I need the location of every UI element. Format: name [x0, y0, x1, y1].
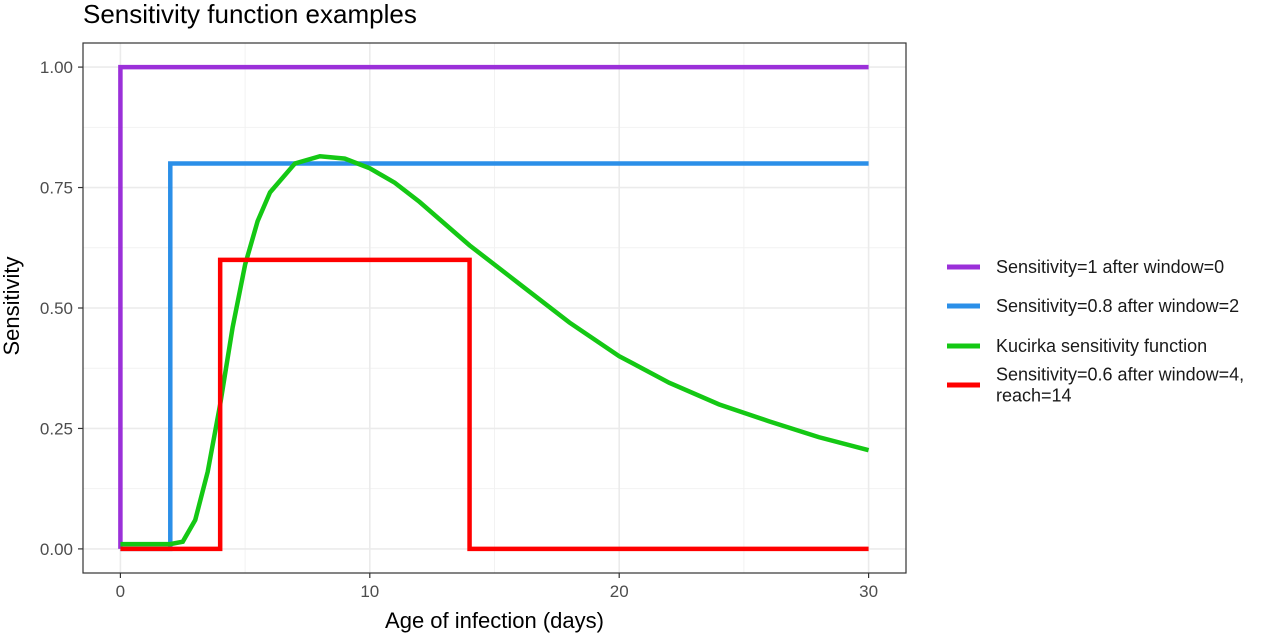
series-line-3 [120, 153, 870, 547]
x-tick-label: 0 [116, 582, 125, 601]
series-line-1 [118, 64, 869, 549]
legend-label-1: Sensitivity=1 after window=0 [996, 257, 1224, 277]
y-tick-label: 0.50 [40, 299, 73, 318]
series-line-4 [120, 257, 869, 552]
x-tick-label: 30 [859, 582, 878, 601]
legend-label-3: Kucirka sensitivity function [996, 336, 1207, 356]
x-tick-label: 20 [610, 582, 629, 601]
y-tick-label: 0.00 [40, 540, 73, 559]
x-axis-title: Age of infection (days) [385, 608, 604, 633]
x-tick-label: 10 [360, 582, 379, 601]
y-tick-label: 1.00 [40, 58, 73, 77]
chart-title: Sensitivity function examples [83, 0, 417, 29]
series-lines [118, 64, 870, 552]
y-tick-label: 0.75 [40, 179, 73, 198]
legend: Sensitivity=1 after window=0 Sensitivity=… [947, 257, 1244, 406]
y-axis-title: Sensitivity [0, 256, 24, 355]
y-axis: 0.00 0.25 0.50 0.75 1.00 [40, 58, 83, 559]
x-axis: 0 10 20 30 [116, 573, 878, 601]
legend-label-2: Sensitivity=0.8 after window=2 [996, 296, 1239, 316]
y-tick-label: 0.25 [40, 419, 73, 438]
legend-label-4: Sensitivity=0.6 after window=4, reach=14 [996, 365, 1244, 406]
